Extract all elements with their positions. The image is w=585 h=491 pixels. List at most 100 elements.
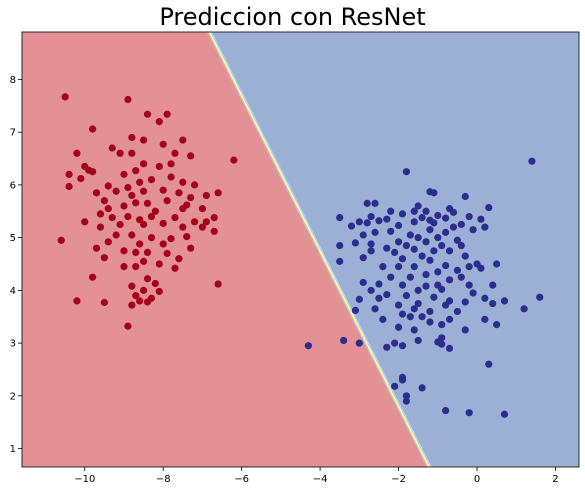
x-tick-label: 2 (552, 474, 558, 485)
point-blue (426, 256, 434, 264)
point-red (139, 220, 148, 229)
point-red (171, 264, 179, 272)
point-blue (438, 334, 446, 342)
point-blue (465, 281, 473, 289)
x-tick-label: −6 (234, 474, 249, 485)
point-blue (363, 219, 371, 227)
point-blue (442, 214, 450, 222)
point-blue (449, 208, 458, 216)
point-blue (461, 298, 469, 306)
point-blue (375, 280, 383, 288)
point-red (128, 191, 136, 200)
point-blue (398, 342, 407, 350)
point-blue (375, 294, 383, 302)
point-blue (414, 336, 422, 345)
point-blue (367, 212, 375, 221)
point-red (143, 298, 152, 306)
point-blue (489, 281, 497, 289)
point-red (132, 199, 140, 207)
point-red (171, 149, 179, 157)
point-blue (469, 226, 477, 234)
point-red (100, 197, 108, 205)
point-red (183, 232, 191, 241)
point-red (128, 149, 136, 157)
point-red (179, 205, 187, 213)
point-blue (402, 168, 411, 176)
point-blue (394, 323, 403, 331)
point-red (136, 240, 144, 248)
point-blue (493, 321, 501, 329)
point-blue (489, 299, 497, 308)
point-red (139, 160, 148, 168)
y-tick-label: 1 (10, 444, 16, 455)
point-red (167, 235, 175, 243)
point-blue (481, 315, 489, 323)
point-red (73, 149, 81, 157)
point-blue (438, 340, 446, 348)
point-red (179, 136, 187, 144)
point-red (128, 282, 136, 290)
point-red (92, 244, 101, 252)
point-blue (461, 326, 469, 334)
point-red (96, 223, 105, 231)
point-blue (383, 215, 391, 223)
point-blue (485, 203, 493, 212)
point-blue (430, 189, 438, 197)
point-blue (445, 276, 454, 284)
point-blue (355, 218, 363, 226)
point-blue (383, 290, 391, 299)
point-red (92, 189, 101, 197)
point-red (61, 93, 69, 101)
point-blue (383, 244, 391, 252)
point-blue (304, 342, 312, 350)
point-red (151, 279, 159, 288)
point-blue (367, 240, 375, 248)
point-red (187, 193, 195, 202)
point-blue (363, 199, 371, 207)
point-blue (402, 392, 411, 400)
boundary-band (210, 32, 432, 467)
point-blue (469, 289, 477, 297)
x-tick-label: −10 (74, 474, 95, 485)
point-blue (336, 214, 344, 222)
chart-title: Prediccion con ResNet (159, 3, 426, 31)
point-blue (477, 264, 485, 272)
point-red (136, 216, 144, 224)
point-blue (442, 301, 450, 309)
point-red (96, 210, 105, 218)
point-blue (410, 263, 418, 271)
y-tick-label: 5 (10, 233, 16, 244)
point-blue (336, 241, 344, 250)
point-blue (465, 263, 473, 271)
point-blue (347, 222, 356, 230)
point-blue (442, 228, 450, 236)
point-red (104, 238, 112, 246)
x-axis: −10 −8 −6 −4 −2 0 2 (74, 467, 559, 485)
point-blue (520, 305, 528, 313)
point-red (179, 223, 187, 231)
point-blue (383, 343, 391, 351)
point-red (159, 186, 167, 194)
point-blue (387, 273, 395, 281)
point-red (116, 220, 124, 229)
x-tick-label: 0 (474, 474, 480, 485)
point-red (202, 191, 210, 200)
point-blue (410, 207, 418, 215)
point-red (139, 257, 148, 265)
point-blue (359, 231, 367, 239)
point-blue (528, 157, 536, 165)
point-blue (387, 227, 395, 235)
point-blue (414, 202, 422, 210)
point-red (132, 263, 140, 271)
point-blue (438, 321, 446, 329)
point-red (175, 189, 183, 197)
point-blue (453, 307, 462, 316)
y-tick-label: 7 (10, 128, 16, 139)
point-red (81, 218, 89, 226)
x-tick-label: −2 (391, 474, 406, 485)
point-blue (445, 247, 454, 255)
point-blue (418, 384, 426, 392)
point-blue (457, 273, 465, 281)
point-red (104, 205, 112, 213)
